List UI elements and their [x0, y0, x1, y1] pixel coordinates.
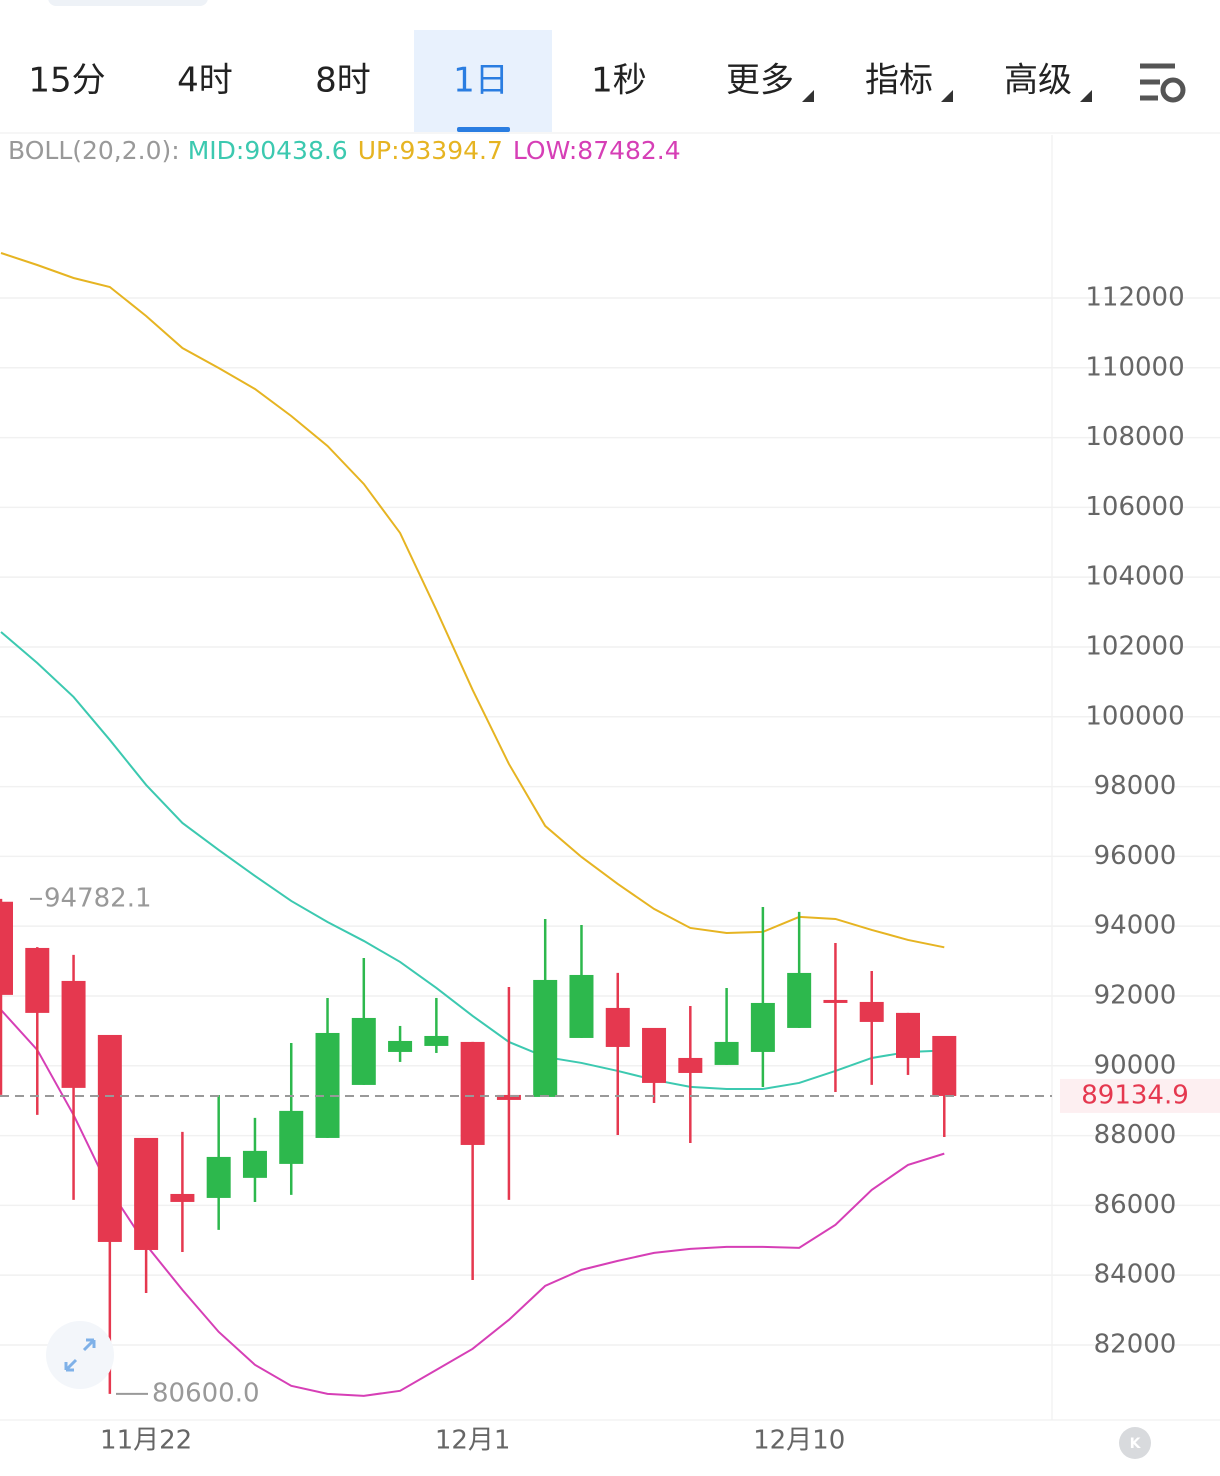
y-tick-label: 84000 — [1094, 1260, 1177, 1290]
tab[interactable]: 4时 — [177, 61, 233, 101]
candle-body — [714, 1041, 739, 1065]
candle-body — [134, 1137, 159, 1250]
candle-body — [569, 974, 594, 1038]
tab[interactable]: 高级 — [1004, 61, 1072, 101]
y-tick-label: 96000 — [1094, 841, 1177, 871]
candle-body — [750, 1002, 775, 1052]
indicator-legend: BOLL(20,2.0): MID:90438.6 UP:93394.7 LOW:87… — [8, 136, 681, 165]
tab[interactable]: 1日 — [453, 61, 509, 101]
candle-body — [61, 980, 86, 1088]
tab[interactable]: 8时 — [315, 61, 371, 101]
y-tick-label: 88000 — [1094, 1120, 1177, 1150]
candle-body — [351, 1017, 376, 1085]
y-tick-label: 112000 — [1085, 282, 1184, 312]
legend-entry: LOW:87482.4 — [513, 136, 681, 165]
candle-body — [496, 1094, 521, 1100]
active-tab-bg — [414, 30, 552, 132]
candle-body — [0, 901, 13, 995]
boll-line — [0, 252, 945, 949]
high-marker-label: 94782.1 — [44, 883, 152, 913]
candle-body — [533, 979, 558, 1097]
candle-body — [315, 1032, 340, 1138]
settings-icon[interactable] — [1140, 63, 1186, 103]
y-tick-label: 90000 — [1094, 1050, 1177, 1080]
low-marker-label: 80600.0 — [152, 1378, 260, 1408]
candle-body — [787, 972, 812, 1028]
candle-body — [896, 1012, 920, 1058]
candle-body — [170, 1193, 195, 1202]
candle-body — [605, 1007, 630, 1047]
tab[interactable]: 1秒 — [591, 61, 647, 101]
last-price-bg — [1060, 1078, 1220, 1113]
y-tick-label: 102000 — [1085, 631, 1184, 661]
boll-line — [0, 1009, 945, 1397]
legend-entry: UP:93394.7 — [358, 136, 503, 165]
tab[interactable]: 15分 — [28, 61, 105, 101]
y-tick-label: 82000 — [1094, 1329, 1177, 1359]
candle-body — [823, 999, 848, 1003]
y-tick-label: 86000 — [1094, 1190, 1177, 1220]
candle-body — [25, 947, 50, 1013]
tab[interactable]: 指标 — [865, 61, 933, 101]
candle-body — [388, 1040, 413, 1052]
candle-body — [242, 1150, 267, 1178]
candle-body — [279, 1110, 304, 1164]
candle-body — [642, 1027, 667, 1083]
last-price-label: 89134.9 — [1081, 1080, 1189, 1110]
active-tab-underline — [457, 127, 510, 132]
dropdown-arrows — [802, 90, 1092, 102]
boll-line — [0, 631, 945, 1090]
x-tick-label: 12月1 — [435, 1426, 511, 1456]
expand-button[interactable] — [46, 1321, 114, 1389]
y-tick-label: 104000 — [1085, 562, 1184, 592]
x-tick-label: 12月10 — [753, 1426, 845, 1456]
candle-body — [460, 1041, 485, 1145]
candle-body — [932, 1035, 957, 1096]
candle-body — [206, 1156, 231, 1198]
reset-button[interactable] — [1119, 1427, 1151, 1459]
candle-body — [678, 1057, 703, 1073]
y-tick-label: 110000 — [1085, 352, 1184, 382]
y-tick-label: 92000 — [1094, 980, 1177, 1010]
plot: BOLL(20,2.0): MID:90438.6 UP:93394.7 LOW:87… — [0, 136, 1220, 1456]
candle-body — [424, 1035, 449, 1046]
tab[interactable]: 更多 — [726, 61, 794, 101]
expand-icon — [64, 1338, 96, 1372]
y-tick-label: 94000 — [1094, 911, 1177, 941]
y-tick-label: 106000 — [1085, 492, 1184, 522]
legend-entry: MID:90438.6 — [188, 136, 348, 165]
x-tick-label: 11月22 — [100, 1426, 192, 1456]
candle-body — [859, 1001, 884, 1022]
y-tick-label: 108000 — [1085, 422, 1184, 452]
y-tick-label: 98000 — [1094, 771, 1177, 801]
top-pill — [48, 0, 208, 6]
reset-icon: K — [1130, 1436, 1142, 1452]
candle-body — [97, 1034, 122, 1242]
indicator-label: BOLL(20,2.0): — [8, 136, 180, 165]
y-tick-label: 100000 — [1085, 701, 1184, 731]
